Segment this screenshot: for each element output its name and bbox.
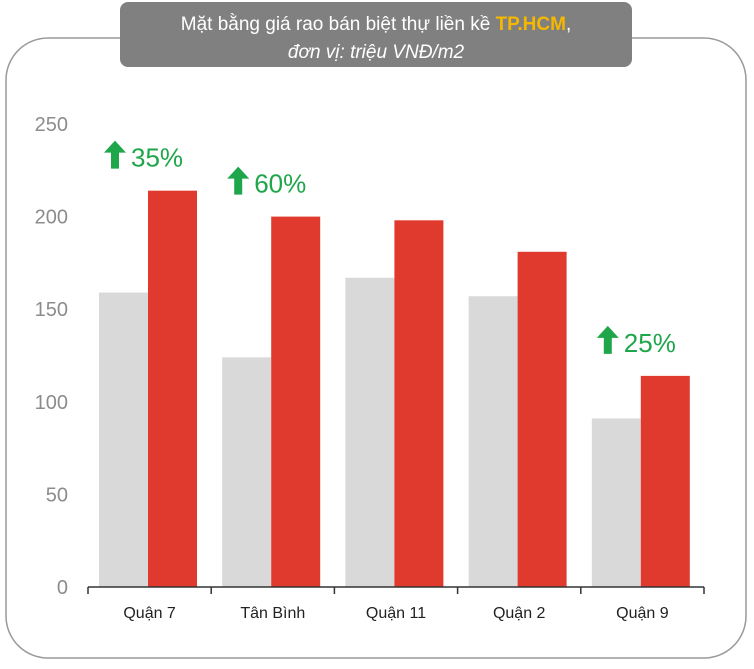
title-box xyxy=(120,2,632,67)
chart-title-suffix: , xyxy=(566,14,571,35)
bar-current xyxy=(271,216,321,587)
growth-annotation: 25% xyxy=(596,325,676,358)
bar-current xyxy=(148,190,197,587)
arrow-up-icon xyxy=(104,140,126,169)
bar-current xyxy=(640,375,690,587)
growth-annotations: 35% 60% 25% xyxy=(104,140,676,358)
x-tick-label: Quận 7 xyxy=(123,605,176,622)
y-tick-label: 150 xyxy=(35,299,68,321)
bar-previous xyxy=(99,292,148,587)
chart-title: Mặt bằng giá rao bán biệt thự liền kề TP… xyxy=(181,13,571,35)
y-tick-label: 50 xyxy=(46,484,68,506)
bar-current xyxy=(517,251,567,587)
x-axis-ticks: Quận 7 Tân Bình Quận 11 Quận 2 Quận 9 xyxy=(87,587,705,622)
bars-group xyxy=(99,190,690,587)
bar-previous xyxy=(345,277,395,587)
growth-percent-label: 60% xyxy=(254,169,306,199)
bar-current xyxy=(394,220,444,587)
arrow-up-icon xyxy=(227,166,250,195)
bar-previous xyxy=(468,296,518,587)
x-tick-label: Quận 11 xyxy=(366,605,426,622)
y-tick-label: 0 xyxy=(57,577,68,599)
bar-previous xyxy=(222,357,272,587)
chart-subtitle: đơn vị: triệu VNĐ/m2 xyxy=(288,42,465,63)
growth-annotation: 35% xyxy=(104,140,183,173)
growth-percent-label: 25% xyxy=(624,328,676,358)
chart-title-highlight: TP.HCM xyxy=(496,14,566,35)
growth-annotation: 60% xyxy=(227,166,306,199)
arrow-up-icon xyxy=(596,325,619,354)
chart-title-main: Mặt bằng giá rao bán biệt thự liền kề xyxy=(181,13,496,35)
y-tick-label: 200 xyxy=(35,207,68,229)
x-tick-label: Quận 9 xyxy=(616,605,669,622)
y-axis-ticks: 0 50 100 150 200 250 xyxy=(35,114,68,599)
growth-percent-label: 35% xyxy=(131,143,183,173)
y-tick-label: 100 xyxy=(35,392,68,414)
x-tick-label: Tân Bình xyxy=(240,605,305,622)
bar-previous xyxy=(591,418,641,587)
x-tick-label: Quận 2 xyxy=(493,605,546,622)
y-tick-label: 250 xyxy=(35,114,68,136)
